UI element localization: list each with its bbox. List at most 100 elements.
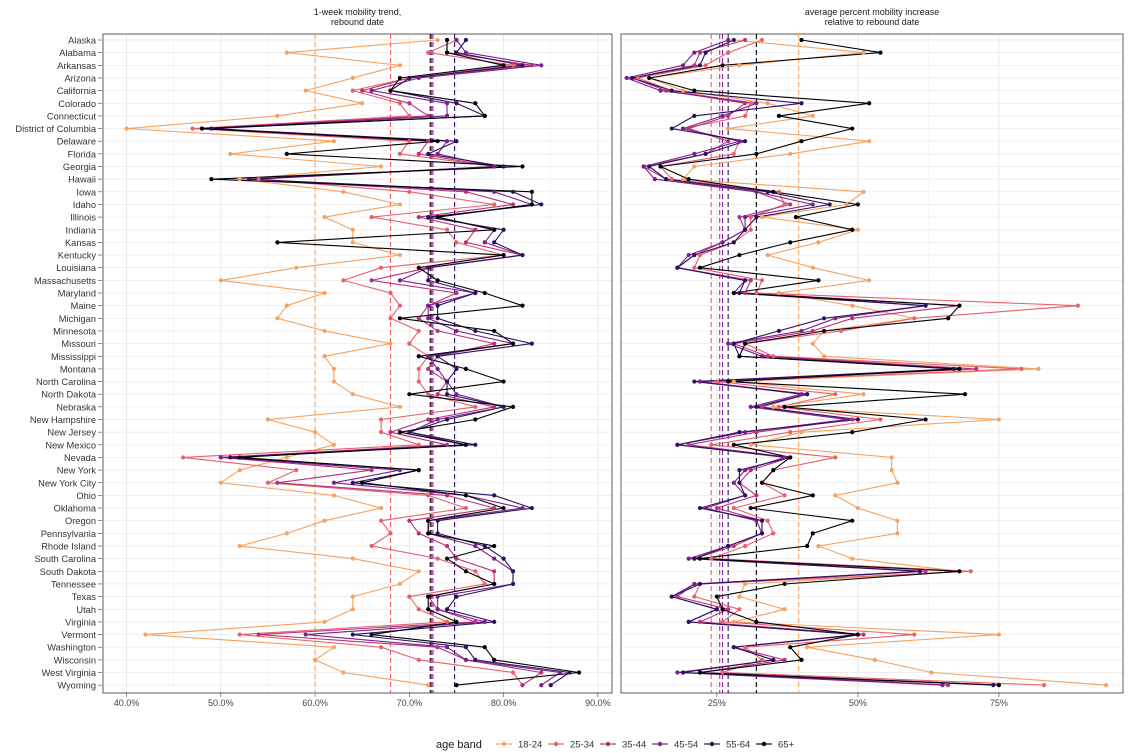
point-65 bbox=[850, 126, 855, 131]
point-65 bbox=[397, 75, 403, 81]
panel-border bbox=[620, 33, 1124, 694]
point-65 bbox=[482, 113, 487, 118]
point-25-34 bbox=[181, 455, 186, 460]
point-18-24 bbox=[816, 240, 821, 245]
point-25-34 bbox=[426, 493, 431, 498]
point-65 bbox=[731, 442, 736, 447]
point-18-24 bbox=[692, 164, 697, 169]
point-18-24 bbox=[275, 113, 280, 118]
point-55-64 bbox=[407, 430, 412, 435]
point-55-64 bbox=[821, 316, 827, 321]
point-65 bbox=[658, 164, 663, 169]
point-35-44 bbox=[426, 366, 431, 371]
point-25-34 bbox=[407, 139, 412, 144]
state-label-florida: Florida bbox=[68, 149, 97, 159]
point-18-24 bbox=[397, 252, 403, 258]
point-18-24 bbox=[765, 101, 770, 106]
point-55-64 bbox=[510, 569, 516, 574]
point-45-54 bbox=[426, 316, 431, 321]
point-18-24 bbox=[929, 670, 934, 675]
point-25-34 bbox=[388, 316, 393, 321]
point-45-54 bbox=[799, 392, 804, 397]
point-65 bbox=[878, 50, 883, 55]
point-35-44 bbox=[686, 442, 691, 447]
point-65 bbox=[576, 670, 582, 675]
point-18-24 bbox=[833, 493, 838, 498]
point-65 bbox=[855, 632, 860, 637]
point-65 bbox=[463, 442, 468, 447]
point-35-44 bbox=[369, 278, 374, 283]
point-45-54 bbox=[726, 37, 731, 43]
point-35-44 bbox=[388, 430, 393, 435]
state-label-delaware: Delaware bbox=[57, 137, 96, 147]
point-55-64 bbox=[680, 670, 686, 675]
point-18-24 bbox=[312, 657, 318, 662]
point-35-44 bbox=[520, 683, 525, 688]
point-35-44 bbox=[850, 417, 855, 422]
point-65 bbox=[850, 430, 855, 435]
point-18-24 bbox=[331, 442, 337, 447]
series-line-25-34 bbox=[637, 39, 1079, 686]
point-25-34 bbox=[703, 63, 708, 68]
point-18-24 bbox=[284, 531, 289, 536]
point-25-34 bbox=[968, 569, 973, 574]
point-18-24 bbox=[218, 278, 223, 283]
point-45-54 bbox=[680, 126, 686, 131]
point-45-54 bbox=[454, 392, 459, 397]
point-25-34 bbox=[416, 607, 421, 612]
point-25-34 bbox=[407, 594, 412, 599]
point-45-54 bbox=[703, 505, 708, 511]
point-55-64 bbox=[737, 430, 742, 435]
point-55-64 bbox=[426, 151, 431, 156]
point-55-64 bbox=[539, 202, 544, 207]
point-25-34 bbox=[912, 632, 917, 637]
point-35-44 bbox=[726, 139, 731, 144]
point-18-24 bbox=[378, 505, 384, 511]
state-label-missouri: Missouri bbox=[61, 339, 96, 349]
state-label-new-mexico: New Mexico bbox=[45, 440, 96, 450]
point-18-24 bbox=[284, 303, 289, 308]
point-18-24 bbox=[850, 303, 855, 308]
panel-title-line: average percent mobility increase bbox=[805, 7, 940, 17]
panel-title-line: rebound date bbox=[331, 17, 384, 27]
point-65 bbox=[771, 468, 776, 473]
point-25-34 bbox=[350, 88, 355, 93]
point-55-64 bbox=[567, 670, 572, 675]
point-55-64 bbox=[765, 189, 770, 194]
point-55-64 bbox=[435, 316, 440, 321]
point-45-54 bbox=[742, 468, 748, 473]
point-25-34 bbox=[294, 468, 299, 473]
point-65 bbox=[720, 63, 725, 68]
point-35-44 bbox=[407, 101, 412, 106]
point-25-34 bbox=[426, 392, 431, 397]
point-18-24 bbox=[861, 50, 866, 55]
point-45-54 bbox=[782, 455, 787, 460]
point-35-44 bbox=[492, 505, 497, 511]
point-65 bbox=[520, 164, 525, 169]
state-label-kansas: Kansas bbox=[65, 238, 96, 248]
state-label-iowa: Iowa bbox=[76, 187, 96, 197]
point-18-24 bbox=[737, 594, 742, 599]
point-35-44 bbox=[754, 430, 759, 435]
point-25-34 bbox=[697, 252, 703, 258]
series-line-45-54 bbox=[626, 39, 960, 686]
point-18-24 bbox=[397, 404, 403, 409]
point-25-34 bbox=[463, 505, 468, 511]
point-45-54 bbox=[492, 164, 497, 169]
x-tick-label: 60.0% bbox=[302, 698, 328, 708]
point-45-54 bbox=[754, 518, 759, 523]
series-line-55-64 bbox=[210, 39, 571, 686]
point-65 bbox=[788, 645, 793, 650]
legend-key-point-25-34 bbox=[553, 741, 559, 747]
state-label-north-dakota: North Dakota bbox=[41, 390, 97, 400]
point-65 bbox=[482, 645, 487, 650]
point-18-24 bbox=[322, 328, 327, 334]
point-65 bbox=[957, 303, 962, 308]
point-65 bbox=[237, 455, 242, 460]
point-25-34 bbox=[731, 151, 736, 156]
point-18-24 bbox=[322, 619, 327, 625]
point-65 bbox=[482, 290, 487, 296]
point-25-34 bbox=[416, 379, 421, 384]
point-65 bbox=[275, 240, 280, 245]
point-45-54 bbox=[492, 556, 497, 561]
